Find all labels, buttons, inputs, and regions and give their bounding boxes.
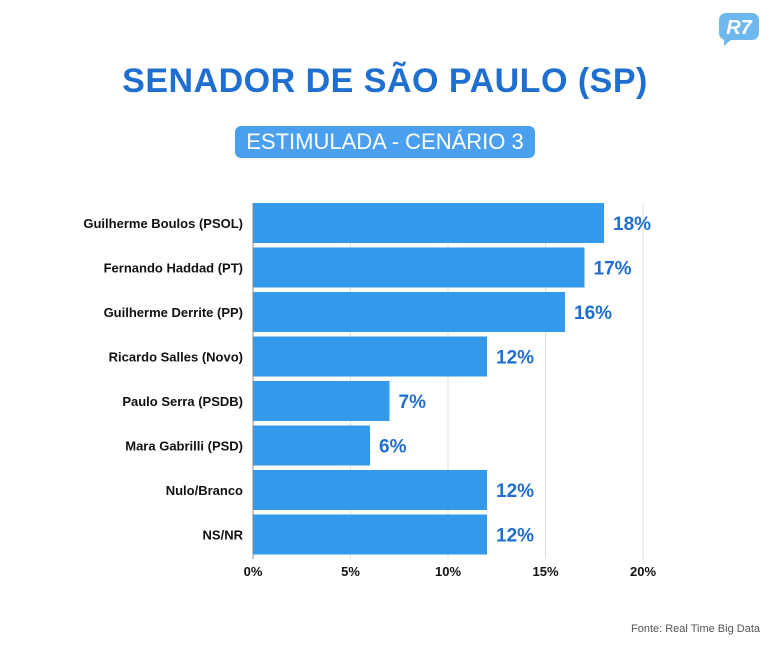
value-label: 7% xyxy=(399,392,427,413)
value-label: 16% xyxy=(574,303,612,324)
bar xyxy=(253,247,585,288)
x-tick-label: 15% xyxy=(532,564,558,579)
r7-logo-text: R7 xyxy=(726,17,752,39)
category-label: Guilherme Derrite (PP) xyxy=(104,305,243,320)
category-label: Ricardo Salles (Novo) xyxy=(109,350,243,365)
category-label: Paulo Serra (PSDB) xyxy=(122,394,243,409)
bar xyxy=(253,514,487,555)
value-label: 12% xyxy=(496,481,534,502)
bar xyxy=(253,292,565,332)
x-tick-label: 20% xyxy=(630,564,656,579)
x-tick-label: 10% xyxy=(435,564,461,579)
category-label: Mara Gabrilli (PSD) xyxy=(125,439,243,454)
value-label: 12% xyxy=(496,348,534,369)
x-tick-label: 0% xyxy=(244,564,263,579)
category-label: Nulo/Branco xyxy=(166,483,243,498)
value-label: 6% xyxy=(379,437,407,458)
value-label: 12% xyxy=(496,526,534,547)
chart-subtitle: ESTIMULADA - CENÁRIO 3 xyxy=(235,126,535,158)
value-label: 18% xyxy=(613,214,651,235)
category-label: Fernando Haddad (PT) xyxy=(104,261,243,276)
chart-title: SENADOR DE SÃO PAULO (SP) xyxy=(122,62,648,100)
bar xyxy=(253,336,487,377)
category-label: Guilherme Boulos (PSOL) xyxy=(83,216,243,231)
bar xyxy=(253,425,370,466)
x-tick-label: 5% xyxy=(341,564,360,579)
source-note: Fonte: Real Time Big Data xyxy=(630,623,760,635)
bar xyxy=(253,381,390,421)
bar xyxy=(253,203,604,243)
r7-logo: R7 xyxy=(719,13,759,46)
value-label: 17% xyxy=(594,259,632,280)
bar xyxy=(253,470,487,510)
category-label: NS/NR xyxy=(203,528,244,543)
